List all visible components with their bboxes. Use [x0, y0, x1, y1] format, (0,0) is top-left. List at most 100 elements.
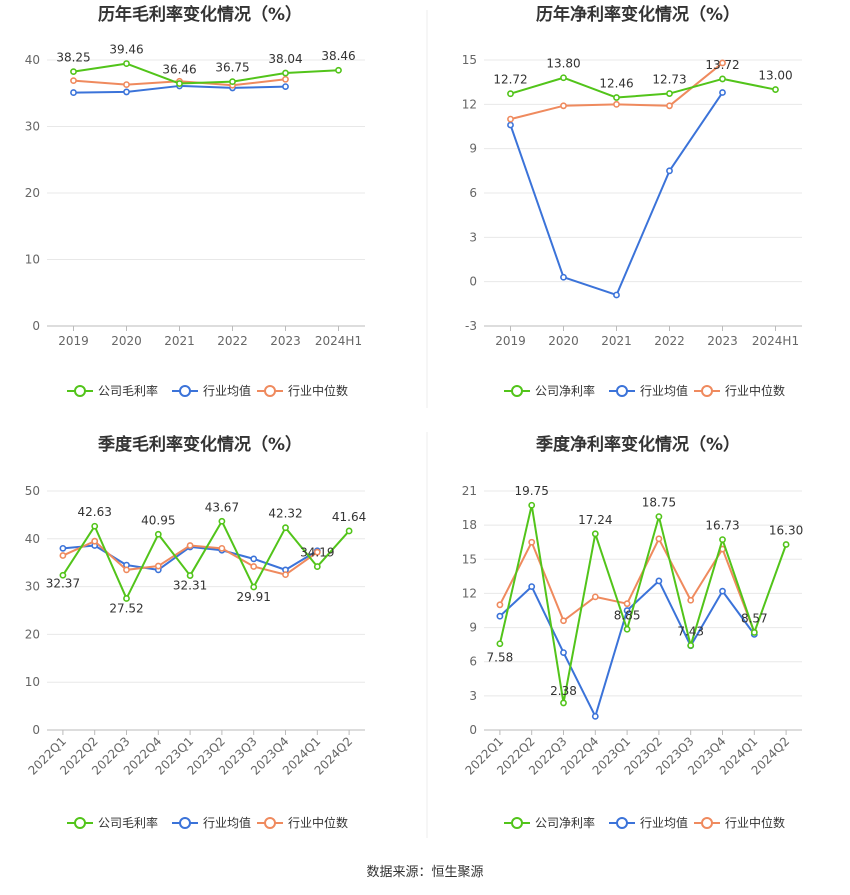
- data-point[interactable]: [123, 81, 130, 89]
- data-point[interactable]: [123, 566, 130, 574]
- legend-item[interactable]: 行业均值: [609, 383, 688, 398]
- legend-item[interactable]: 行业中位数: [257, 383, 348, 398]
- data-point[interactable]: [666, 90, 673, 97]
- data-point[interactable]: [772, 86, 779, 93]
- data-point[interactable]: [70, 89, 77, 96]
- data-point[interactable]: [123, 595, 130, 602]
- data-point[interactable]: [613, 94, 620, 101]
- data-point[interactable]: [496, 612, 504, 620]
- legend-item[interactable]: 行业中位数: [257, 815, 348, 830]
- data-point[interactable]: [186, 572, 194, 579]
- legend-item[interactable]: 公司净利率: [504, 383, 595, 398]
- data-point[interactable]: [91, 522, 99, 530]
- data-point[interactable]: [655, 513, 663, 521]
- data-point[interactable]: [560, 617, 567, 625]
- data-label: 12.72: [493, 73, 527, 87]
- data-point[interactable]: [218, 544, 226, 552]
- data-point[interactable]: [750, 629, 758, 636]
- data-point[interactable]: [313, 548, 321, 556]
- data-point[interactable]: [719, 59, 726, 67]
- data-point[interactable]: [282, 83, 289, 90]
- data-point[interactable]: [687, 596, 695, 604]
- data-point[interactable]: [496, 601, 504, 609]
- data-point[interactable]: [560, 699, 567, 707]
- data-point[interactable]: [154, 562, 162, 570]
- data-point[interactable]: [507, 115, 514, 123]
- data-point[interactable]: [282, 524, 289, 532]
- data-point[interactable]: [782, 541, 790, 548]
- data-point[interactable]: [687, 642, 695, 649]
- legend-item[interactable]: 行业中位数: [694, 815, 785, 830]
- data-point[interactable]: [613, 291, 620, 299]
- data-point[interactable]: [591, 712, 599, 720]
- legend-item[interactable]: 公司毛利率: [67, 815, 158, 830]
- data-point[interactable]: [70, 77, 77, 85]
- data-point[interactable]: [186, 542, 194, 549]
- data-point[interactable]: [59, 552, 67, 559]
- data-point[interactable]: [591, 530, 599, 538]
- data-point[interactable]: [59, 571, 67, 579]
- data-point[interactable]: [528, 538, 536, 546]
- data-point[interactable]: [719, 587, 726, 595]
- data-point[interactable]: [528, 501, 536, 509]
- data-point[interactable]: [560, 74, 567, 82]
- data-point[interactable]: [59, 544, 67, 552]
- y-tick-label: 10: [25, 253, 40, 267]
- data-point[interactable]: [623, 607, 631, 614]
- y-tick-label: 3: [469, 230, 477, 244]
- y-tick-label: 6: [469, 186, 477, 200]
- legend-item[interactable]: 行业均值: [172, 383, 251, 398]
- x-tick-label: 2023: [707, 334, 738, 348]
- data-point[interactable]: [282, 75, 289, 83]
- data-point[interactable]: [335, 66, 342, 74]
- legend-label: 行业中位数: [725, 383, 785, 398]
- data-point[interactable]: [560, 273, 567, 281]
- data-point[interactable]: [507, 121, 514, 129]
- data-point[interactable]: [560, 102, 567, 110]
- legend-item[interactable]: 行业均值: [172, 815, 251, 830]
- series-line-2: [510, 62, 724, 121]
- data-point[interactable]: [655, 535, 663, 543]
- data-point[interactable]: [218, 517, 226, 525]
- data-point[interactable]: [229, 78, 236, 86]
- data-point[interactable]: [282, 571, 289, 579]
- data-point[interactable]: [123, 88, 130, 96]
- data-point[interactable]: [250, 563, 258, 570]
- y-tick-label: 6: [469, 655, 477, 669]
- data-point[interactable]: [313, 563, 321, 570]
- data-label: 18.75: [642, 496, 676, 510]
- data-label: 38.46: [321, 49, 355, 63]
- data-label: 29.91: [237, 590, 271, 604]
- data-point[interactable]: [528, 583, 536, 590]
- data-point[interactable]: [507, 90, 514, 98]
- data-point[interactable]: [345, 527, 353, 535]
- data-point[interactable]: [91, 537, 99, 545]
- data-point[interactable]: [655, 577, 663, 585]
- data-label: 43.67: [205, 500, 239, 514]
- data-point[interactable]: [250, 583, 258, 591]
- data-point[interactable]: [719, 536, 726, 543]
- data-point[interactable]: [560, 649, 567, 657]
- data-point[interactable]: [719, 75, 726, 83]
- data-point[interactable]: [250, 555, 258, 563]
- data-point[interactable]: [176, 80, 183, 87]
- data-point[interactable]: [623, 625, 631, 633]
- data-point[interactable]: [282, 69, 289, 77]
- data-point[interactable]: [154, 530, 162, 538]
- data-point[interactable]: [496, 640, 504, 648]
- legend-item[interactable]: 公司毛利率: [67, 383, 158, 398]
- data-point[interactable]: [623, 600, 631, 608]
- data-point[interactable]: [719, 89, 726, 96]
- data-point[interactable]: [123, 60, 130, 67]
- data-label: 19.75: [515, 484, 549, 498]
- legend-item[interactable]: 行业均值: [609, 815, 688, 830]
- data-point[interactable]: [666, 167, 673, 175]
- data-point[interactable]: [666, 102, 673, 110]
- legend-item[interactable]: 行业中位数: [694, 383, 785, 398]
- data-point[interactable]: [591, 593, 599, 601]
- legend-marker-icon: [511, 385, 523, 397]
- legend-label: 行业中位数: [288, 383, 348, 398]
- legend-item[interactable]: 公司净利率: [504, 815, 595, 830]
- data-point[interactable]: [70, 68, 77, 76]
- data-point[interactable]: [613, 100, 620, 108]
